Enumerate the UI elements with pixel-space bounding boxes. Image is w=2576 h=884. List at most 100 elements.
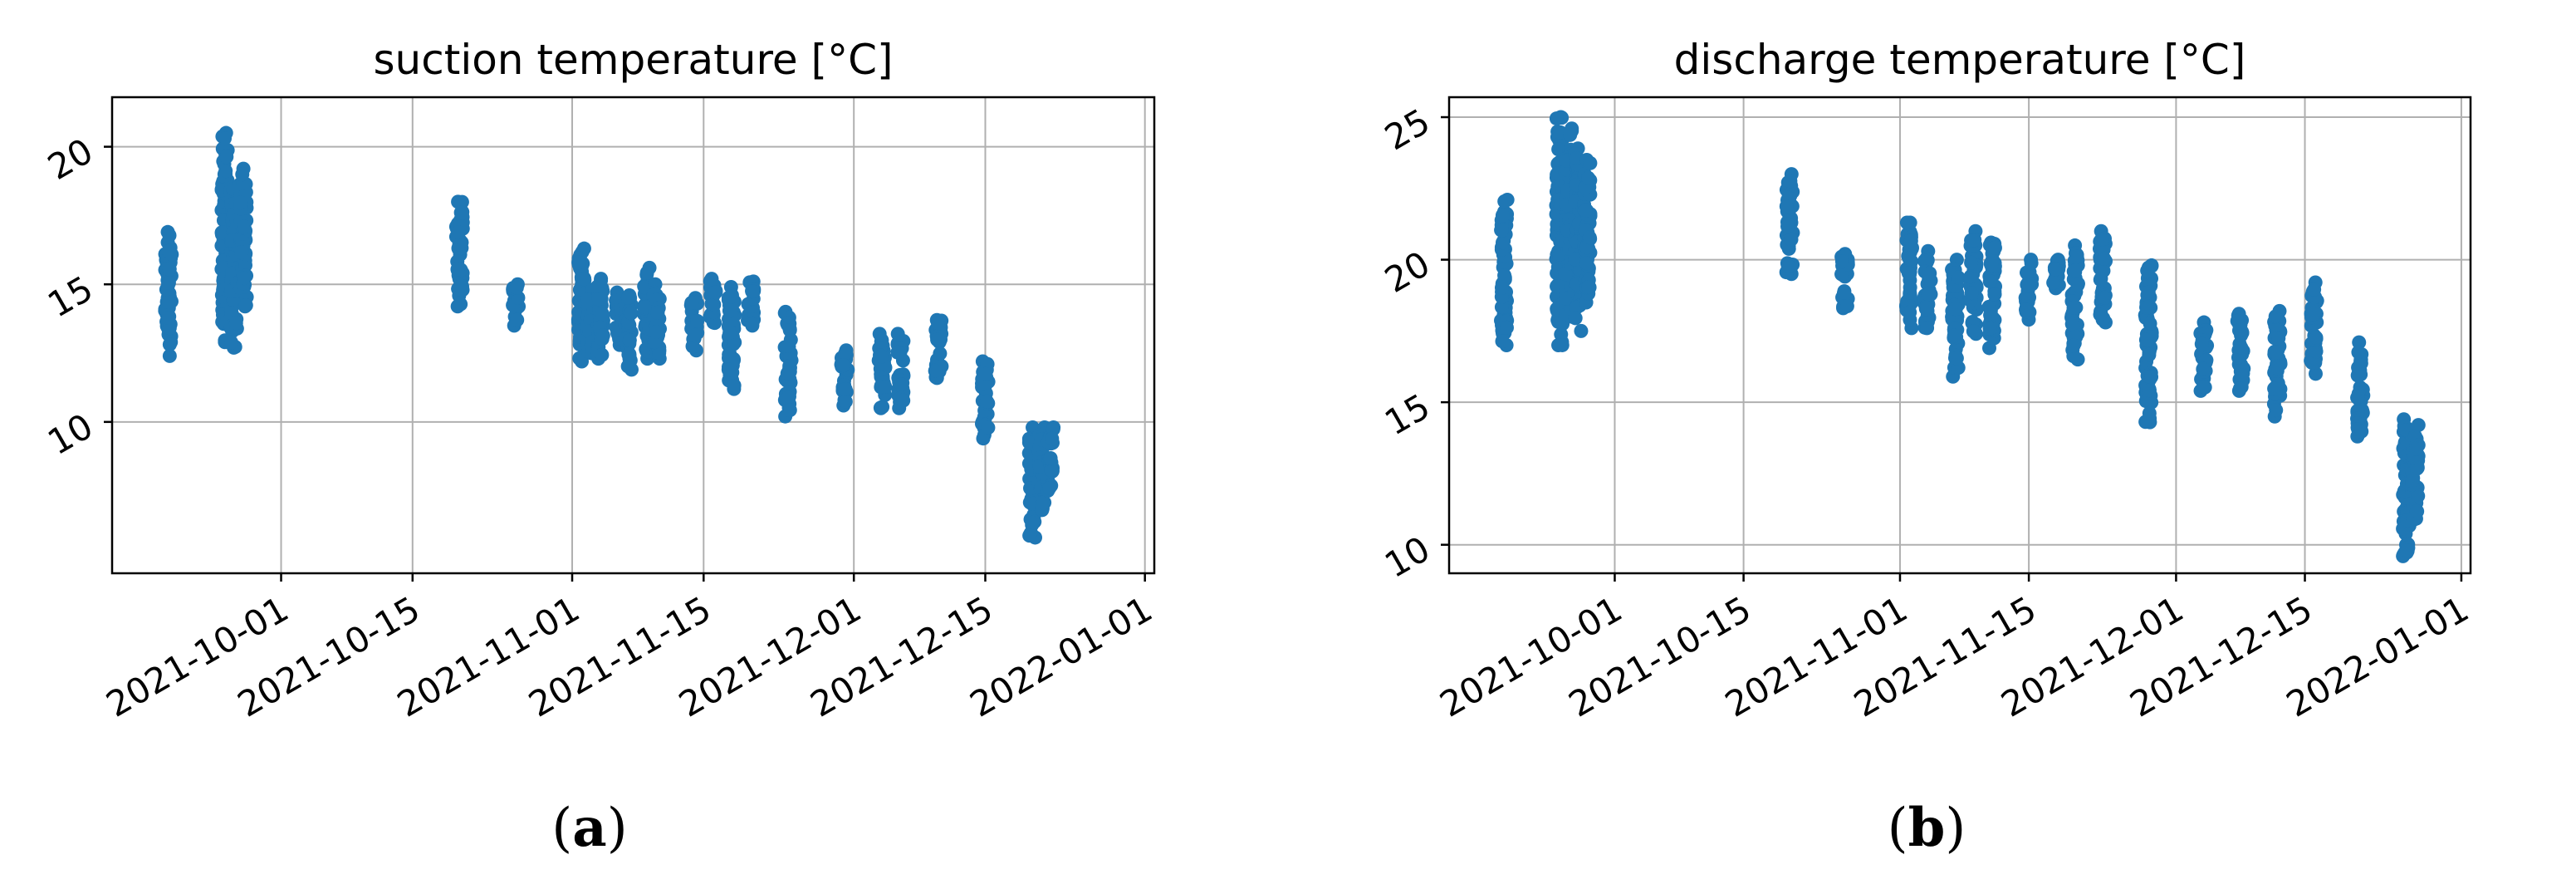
a-data-point: [161, 276, 176, 291]
b-data-point: [2271, 331, 2286, 346]
b-data-point: [1903, 233, 1918, 248]
a-data-point: [238, 258, 253, 273]
a-data-point: [685, 339, 700, 354]
a-data-point: [228, 316, 243, 331]
b-data-point: [1921, 287, 1936, 302]
a-data-point: [1045, 431, 1060, 446]
b-data-point: [2144, 370, 2159, 385]
a-data-point: [928, 363, 943, 378]
b-data-point: [2064, 317, 2079, 332]
b-data-point: [2309, 344, 2324, 359]
b-y-tick-label: 25: [1378, 101, 1437, 158]
a-data-point: [890, 345, 905, 360]
a-data-point: [781, 366, 796, 381]
b-data-point: [1780, 259, 1795, 274]
a-data-point: [161, 243, 176, 258]
a-data-point: [894, 377, 908, 392]
b-data-point: [2307, 282, 2322, 297]
b-data-point: [2196, 361, 2211, 376]
b-points: [1494, 110, 2426, 563]
b-data-point: [1494, 300, 1509, 315]
a-data-point: [978, 366, 993, 381]
b-y-tick-label: 10: [1378, 528, 1437, 586]
a-data-point: [781, 390, 796, 405]
b-data-point: [2142, 383, 2157, 398]
b-y-tick-label: 20: [1378, 243, 1437, 301]
b-data-point: [2097, 251, 2112, 266]
a-data-point: [594, 273, 609, 288]
b-data-point: [1948, 302, 1963, 317]
a-y-tick-label: 10: [41, 405, 100, 463]
a-data-point: [782, 322, 797, 337]
a-data-point: [238, 298, 253, 313]
b-data-point: [1497, 268, 1512, 283]
a-data-point: [234, 244, 249, 259]
b-data-point: [1569, 151, 1584, 166]
b-data-point: [2066, 338, 2081, 353]
b-data-point: [1784, 232, 1799, 247]
a-data-point: [622, 346, 637, 361]
b-data-point: [1581, 170, 1596, 185]
a-data-point: [159, 294, 174, 309]
b-data-point: [2194, 336, 2209, 351]
b-data-point: [1922, 266, 1937, 281]
b-data-point: [1495, 235, 1510, 250]
b-data-point: [2351, 345, 2366, 360]
b-data-point: [1951, 270, 1966, 285]
b-data-point: [1494, 223, 1509, 238]
a-axes-frame: [110, 96, 1156, 575]
b-data-point: [1918, 302, 1933, 317]
a-data-point: [722, 326, 737, 341]
a-data-point: [162, 228, 177, 243]
b-data-point: [2018, 302, 2033, 317]
b-data-point: [1949, 351, 1964, 366]
a-data-point: [724, 313, 739, 328]
b-axes-frame: [1447, 96, 2472, 575]
a-data-point: [454, 194, 469, 209]
b-data-point: [2047, 262, 2062, 277]
a-data-point: [453, 205, 468, 220]
b-data-point: [2267, 381, 2282, 396]
b-data-point: [1563, 127, 1578, 142]
a-data-point: [624, 306, 639, 321]
a-data-point: [930, 332, 945, 347]
a-data-point: [687, 328, 702, 343]
a-data-point: [745, 317, 760, 332]
b-data-point: [2268, 309, 2283, 324]
b-data-point: [1947, 328, 1961, 343]
a-data-point: [838, 381, 853, 396]
b-data-point: [2270, 345, 2285, 360]
b-data-point: [2234, 340, 2249, 355]
b-data-point: [1494, 280, 1509, 295]
a-data-point: [450, 262, 465, 277]
a-y-tick-label: 15: [41, 268, 100, 325]
a-data-point: [162, 348, 177, 363]
panel-a-chart: suction temperature [°C]2021-10-012021-1…: [41, 36, 1158, 725]
a-data-point: [235, 167, 250, 182]
a-chart-title: suction temperature [°C]: [373, 36, 893, 84]
b-data-point: [1583, 155, 1598, 170]
b-data-point: [1899, 215, 1914, 230]
panel-b-chart: discharge temperature [°C]2021-10-012021…: [1378, 36, 2476, 725]
b-data-point: [1568, 311, 1583, 326]
a-data-point: [690, 313, 705, 328]
a-y-tick-label: 20: [41, 130, 100, 188]
a-data-point: [509, 280, 524, 295]
b-data-point: [2196, 380, 2211, 395]
a-data-point: [591, 292, 606, 307]
b-data-point: [1499, 320, 1514, 335]
b-data-point: [1579, 256, 1594, 271]
a-data-point: [577, 272, 592, 287]
a-data-point: [782, 403, 797, 418]
b-data-point: [1549, 111, 1564, 126]
b-data-point: [1966, 324, 1981, 339]
b-data-point: [2138, 332, 2153, 347]
b-data-point: [2143, 316, 2157, 331]
b-data-point: [2069, 249, 2084, 264]
a-data-point: [724, 289, 739, 304]
a-data-point: [1043, 450, 1058, 465]
a-data-point: [875, 400, 890, 415]
b-data-point: [1836, 286, 1851, 301]
a-data-point: [571, 255, 586, 270]
